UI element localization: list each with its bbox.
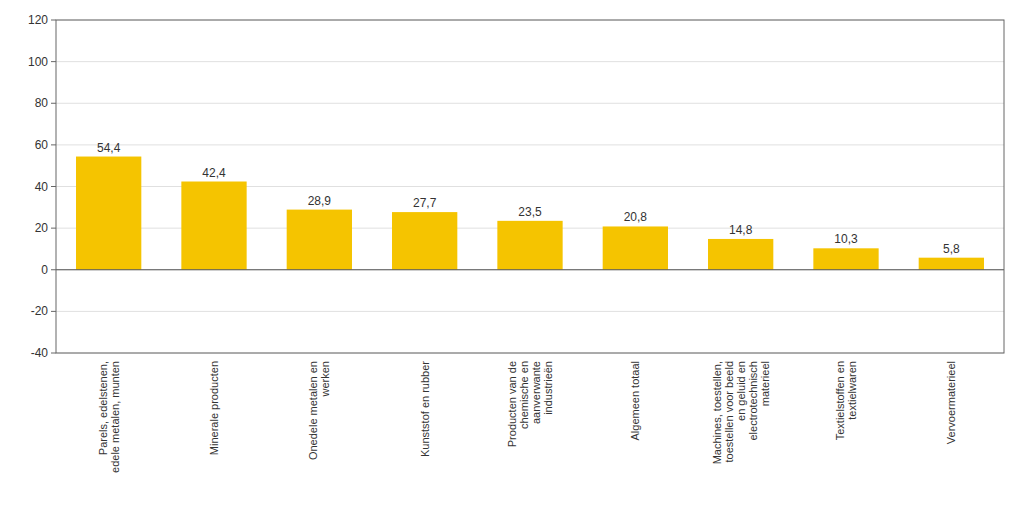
data-label: 23,5 [518, 205, 542, 219]
x-tick-label-line: Algemeen totaal [629, 361, 641, 441]
x-tick-label-line: textielwaren [846, 361, 858, 420]
y-tick [51, 311, 56, 312]
x-tick-label-line: toestellen voor beeld [723, 361, 735, 463]
bar [392, 212, 457, 270]
x-tick-label-group: Producten van dechemische enaanverwantei… [506, 361, 554, 447]
x-tick-label: Minerale producten [208, 361, 220, 455]
grid-line [56, 61, 1004, 62]
bar [603, 226, 668, 269]
bar [181, 182, 246, 270]
x-tick-label: Algemeen totaal [629, 361, 641, 441]
x-tick-label-line: Producten van de [506, 361, 518, 447]
plot-background [56, 20, 1004, 353]
x-tick-label-line: electrotechnisch [747, 361, 759, 441]
bar [708, 239, 773, 270]
y-tick-label: 40 [35, 180, 49, 194]
bar [497, 221, 562, 270]
grid-line [56, 103, 1004, 104]
chart-container: -40 -20 0 20 40 60 80 100 120 54,4 42,4 28,9 27,7 23,… [0, 0, 1024, 505]
data-label: 42,4 [202, 166, 226, 180]
y-tick [51, 353, 56, 354]
data-label: 28,9 [308, 194, 332, 208]
data-label: 10,3 [834, 232, 858, 246]
x-tick-label-line: Minerale producten [208, 361, 220, 455]
x-tick-label-group: Vervoermaterieel [945, 361, 957, 444]
y-tick [51, 269, 56, 270]
y-tick [51, 186, 56, 187]
x-tick-label: Vervoermaterieel [945, 361, 957, 444]
data-label: 5,8 [943, 242, 960, 256]
y-tick [51, 228, 56, 229]
x-tick-label-line: Vervoermaterieel [945, 361, 957, 444]
grid-line [56, 311, 1004, 312]
x-tick-label-group: Parels, edelstenen,edele metalen, munten [97, 361, 121, 473]
data-label: 14,8 [729, 223, 753, 237]
y-tick-label: -40 [31, 346, 49, 360]
x-tick-label: Kunststof en rubber [419, 361, 431, 457]
x-tick-label-line: Kunststof en rubber [419, 361, 431, 457]
x-tick-label-line: industrieën [542, 361, 554, 415]
x-axis: Parels, edelstenen,edele metalen, munten… [97, 361, 958, 473]
y-grid [56, 20, 1004, 353]
x-tick-label-line: materieel [759, 361, 771, 406]
y-tick-label: 0 [41, 263, 48, 277]
x-tick-label-group: Onedele metalen enwerken [307, 361, 331, 460]
chart-svg: -40 -20 0 20 40 60 80 100 120 54,4 42,4 28,9 27,7 23,… [0, 0, 1024, 505]
x-tick-label: Machines, toestellen,toestellen voor bee… [711, 361, 771, 464]
grid-line [56, 144, 1004, 145]
y-tick [51, 20, 56, 21]
data-label: 54,4 [97, 141, 121, 155]
y-tick-label: 120 [28, 13, 48, 27]
zero-line [56, 269, 1004, 270]
x-tick-label: Producten van dechemische enaanverwantei… [506, 361, 554, 447]
x-tick-label-line: edele metalen, munten [109, 361, 121, 473]
bar [76, 157, 141, 270]
x-tick-label-line: Onedele metalen en [307, 361, 319, 460]
data-labels: 54,4 42,4 28,9 27,7 23,5 20,8 14,8 10,3 5,8 [97, 141, 960, 256]
y-tick-label: -20 [31, 304, 49, 318]
x-tick-label-group: Algemeen totaal [629, 361, 641, 441]
x-tick-label-group: Kunststof en rubber [419, 361, 431, 457]
data-label: 20,8 [624, 210, 648, 224]
y-axis: -40 -20 0 20 40 60 80 100 120 [28, 13, 56, 360]
bar [919, 258, 984, 270]
x-tick-label-line: Parels, edelstenen, [97, 361, 109, 455]
x-tick-label-line: Textielstoffen en [834, 361, 846, 440]
x-tick-label: Parels, edelstenen,edele metalen, munten [97, 361, 121, 473]
data-label: 27,7 [413, 196, 437, 210]
y-tick [51, 144, 56, 145]
x-tick-label-group: Machines, toestellen,toestellen voor bee… [711, 361, 771, 464]
bar [813, 248, 878, 269]
plot-frame [56, 20, 1004, 353]
x-tick-label: Onedele metalen enwerken [307, 361, 331, 460]
y-tick [51, 103, 56, 104]
x-tick-label-line: werken [319, 361, 331, 397]
x-tick-label-line: Machines, toestellen, [711, 361, 723, 464]
y-tick-label: 20 [35, 221, 49, 235]
x-tick-label-line: chemische en [518, 361, 530, 429]
x-tick-label-group: Textielstoffen entextielwaren [834, 361, 858, 440]
y-tick-label: 100 [28, 55, 48, 69]
x-tick-label-group: Minerale producten [208, 361, 220, 455]
grid-line [56, 269, 1004, 270]
bar [287, 210, 352, 270]
y-tick [51, 61, 56, 62]
x-tick-label: Textielstoffen entextielwaren [834, 361, 858, 440]
bars [76, 157, 984, 270]
y-tick-label: 80 [35, 96, 49, 110]
x-tick-label-line: aanverwante [530, 361, 542, 424]
x-tick-label-line: en geluid en [735, 361, 747, 421]
y-tick-label: 60 [35, 138, 49, 152]
